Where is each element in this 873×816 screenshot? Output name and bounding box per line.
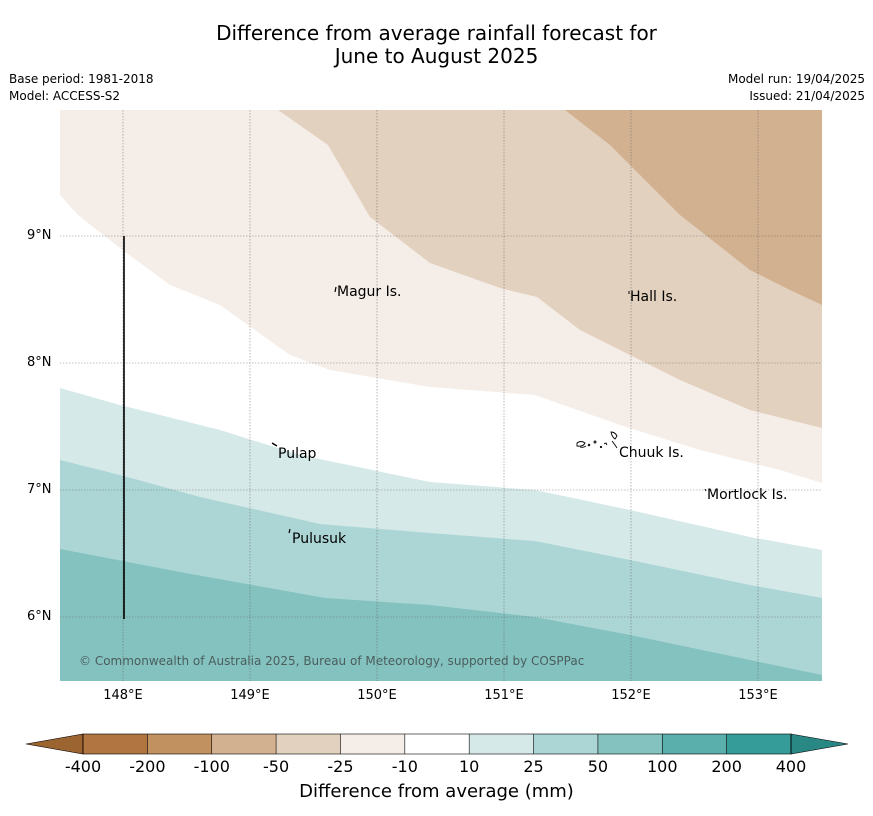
mortlock-island-shape bbox=[704, 488, 707, 492]
colorbar-under-triangle bbox=[25, 733, 84, 755]
colorbar-cell bbox=[662, 734, 727, 754]
issued-date: Issued: 21/04/2025 bbox=[749, 89, 865, 103]
colorbar bbox=[25, 733, 849, 755]
colorbar-cell bbox=[726, 734, 791, 754]
lon-label-151e: 151°E bbox=[484, 688, 524, 703]
lat-label-8n: 8°N bbox=[27, 355, 52, 370]
place-label-magur: Magur Is. bbox=[337, 284, 402, 300]
colorbar-label: 10 bbox=[458, 757, 480, 776]
place-label-pulap: Pulap bbox=[278, 446, 317, 462]
band-50-100 bbox=[60, 549, 822, 681]
colorbar-cell bbox=[83, 734, 148, 754]
lat-label-7n: 7°N bbox=[27, 482, 52, 497]
colorbar-label: -100 bbox=[193, 757, 230, 776]
colorbar-cell bbox=[340, 734, 405, 754]
place-label-chuuk: Chuuk Is. bbox=[619, 445, 684, 461]
colorbar-label: -400 bbox=[64, 757, 102, 776]
colorbar-label: 25 bbox=[523, 757, 544, 776]
model-run: Model run: 19/04/2025 bbox=[727, 72, 865, 86]
place-label-pulusuk: Pulusuk bbox=[292, 531, 347, 547]
lon-label-150e: 150°E bbox=[357, 688, 397, 703]
colorbar-label: -10 bbox=[391, 757, 418, 776]
lon-label-152e: 152°E bbox=[611, 688, 651, 703]
model-name: Model: ACCESS-S2 bbox=[9, 89, 121, 103]
lat-label-9n: 9°N bbox=[27, 228, 52, 243]
colorbar-label: -50 bbox=[263, 757, 290, 776]
colorbar-over-triangle bbox=[790, 733, 849, 755]
colorbar-label: 400 bbox=[775, 757, 807, 776]
colorbar-label: 50 bbox=[587, 757, 609, 776]
colorbar-title: Difference from average (mm) bbox=[299, 781, 574, 802]
pulap-island-shape bbox=[271, 442, 278, 447]
chuuk-island-shapes bbox=[576, 431, 618, 449]
gridlines bbox=[60, 110, 822, 681]
lat-label-6n: 6°N bbox=[27, 609, 52, 624]
colorbar-ticks bbox=[82, 734, 792, 754]
colorbar-label: 100 bbox=[646, 757, 678, 776]
colorbar-cell bbox=[211, 734, 277, 754]
colorbar-cell bbox=[469, 734, 534, 754]
lon-label-149e: 149°E bbox=[230, 688, 270, 703]
title-line-1: Difference from average rainfall forecas… bbox=[216, 21, 657, 45]
colorbar-cells bbox=[83, 734, 791, 754]
colorbar-label: 200 bbox=[711, 757, 742, 776]
metadata-left: Base period: 1981-2018 Model: ACCESS-S2 bbox=[9, 71, 154, 105]
lon-label-148e: 148°E bbox=[103, 688, 143, 703]
colorbar-cell bbox=[147, 734, 212, 754]
colorbar-cell bbox=[597, 734, 663, 754]
title-line-2: June to August 2025 bbox=[334, 44, 539, 68]
base-period: Base period: 1981-2018 bbox=[9, 72, 154, 86]
place-label-mortlock: Mortlock Is. bbox=[707, 487, 788, 503]
magur-island-shape bbox=[334, 286, 337, 293]
copyright-notice: © Commonwealth of Australia 2025, Bureau… bbox=[79, 654, 585, 668]
lon-label-153e: 153°E bbox=[738, 688, 778, 703]
colorbar-cell bbox=[276, 734, 341, 754]
pulusuk-island-shape bbox=[288, 528, 291, 534]
colorbar-label: -200 bbox=[129, 757, 166, 776]
colorbar-cell bbox=[533, 734, 598, 754]
map-title: Difference from average rainfall forecas… bbox=[0, 22, 873, 68]
place-label-hall: Hall Is. bbox=[630, 289, 678, 305]
metadata-right: Model run: 19/04/2025 Issued: 21/04/2025 bbox=[728, 71, 865, 105]
colorbar-cell bbox=[404, 734, 470, 754]
colorbar-label: -25 bbox=[327, 757, 354, 776]
